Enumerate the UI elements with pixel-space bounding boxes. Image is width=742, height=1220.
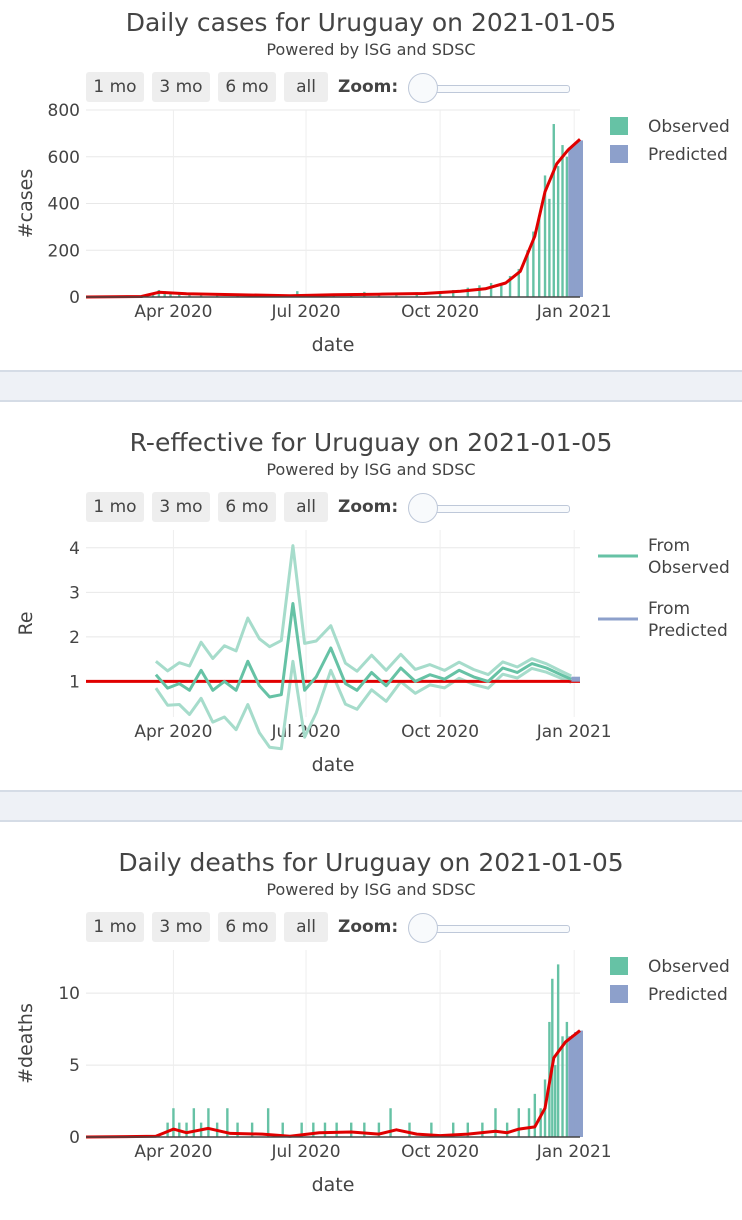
legend-label: From Predicted: [648, 599, 728, 641]
legend-swatch: [610, 985, 628, 1003]
legend-swatch: [610, 117, 628, 135]
observed-bar: [548, 199, 550, 297]
x-axis-title: date: [312, 1174, 355, 1196]
x-tick-label: Apr 2020: [134, 302, 212, 322]
y-tick-label: 2: [69, 628, 80, 648]
cases-chart: 0 200 400 600 800 Apr 2020 Jul 2020 Oct 2020 Jan…: [0, 0, 742, 380]
observed-bar: [481, 1123, 483, 1137]
y-axis-title: #deaths: [15, 1003, 37, 1084]
y-axis-title: #cases: [15, 169, 37, 239]
observed-bar: [561, 145, 563, 297]
y-tick-label: 1: [69, 672, 80, 692]
y-tick-label: 200: [48, 241, 80, 261]
observed-bar: [518, 1108, 520, 1137]
x-tick-label: Apr 2020: [134, 1142, 212, 1162]
trend-line: [86, 139, 580, 297]
x-tick-label: Oct 2020: [401, 1142, 479, 1162]
y-tick-label: 5: [69, 1056, 80, 1076]
observed-bar: [324, 1123, 326, 1137]
x-tick-label: Jan 2021: [536, 722, 612, 742]
legend-label: From Observed: [648, 536, 730, 578]
confidence-band-line: [156, 661, 571, 749]
legend-label: Predicted: [648, 145, 728, 165]
observed-bar: [553, 124, 555, 297]
x-tick-label: Oct 2020: [401, 302, 479, 322]
confidence-band-line: [156, 546, 571, 676]
observed-bar: [363, 1123, 365, 1137]
observed-bar: [528, 1108, 530, 1137]
y-tick-label: 4: [69, 539, 80, 559]
observed-bar: [335, 1123, 337, 1137]
y-tick-label: 400: [48, 195, 80, 215]
observed-bar: [207, 1108, 209, 1137]
cases-panel: Daily cases for Uruguay on 2021-01-05 Po…: [0, 0, 742, 380]
x-axis-title: date: [312, 334, 355, 356]
observed-bar: [478, 285, 480, 297]
observed-bar: [538, 215, 540, 297]
y-tick-label: 3: [69, 583, 80, 603]
observed-bar: [490, 283, 492, 297]
observed-bar: [185, 1123, 187, 1137]
observed-bar: [172, 1108, 174, 1137]
y-tick-label: 600: [48, 148, 80, 168]
observed-bar: [561, 1036, 563, 1137]
y-tick-label: 10: [58, 984, 80, 1004]
x-tick-label: Jul 2020: [270, 1142, 340, 1162]
observed-bar: [408, 1123, 410, 1137]
observed-bar: [557, 166, 559, 297]
observed-bar: [506, 1123, 508, 1137]
observed-bar: [500, 284, 502, 297]
legend-label: Observed: [648, 957, 730, 977]
series-line: [156, 604, 571, 698]
reff-panel: R-effective for Uruguay on 2021-01-05 Po…: [0, 420, 742, 800]
observed-bar: [534, 1094, 536, 1137]
legend-label: Observed: [648, 117, 730, 137]
observed-bar: [554, 1065, 556, 1137]
legend-swatch: [610, 957, 628, 975]
y-tick-label: 0: [69, 1128, 80, 1148]
y-axis-title: Re: [15, 611, 37, 635]
x-tick-label: Jan 2021: [536, 302, 612, 322]
observed-bar: [566, 157, 568, 297]
x-tick-label: Apr 2020: [134, 722, 212, 742]
panel-divider: [0, 790, 742, 822]
x-tick-label: Jan 2021: [536, 1142, 612, 1162]
trend-line: [86, 1031, 580, 1137]
reff-chart: 1234Apr 2020 Jul 2020 Oct 2020 Jan 2021date…: [0, 420, 742, 800]
legend-swatch: [610, 145, 628, 163]
deaths-panel: Daily deaths for Uruguay on 2021-01-05 P…: [0, 840, 742, 1220]
predicted-bar: [577, 140, 583, 297]
x-tick-label: Jul 2020: [270, 302, 340, 322]
x-tick-label: Oct 2020: [401, 722, 479, 742]
x-axis-title: date: [312, 754, 355, 776]
observed-bar: [267, 1108, 269, 1137]
panel-divider: [0, 370, 742, 402]
y-tick-label: 800: [48, 101, 80, 121]
y-tick-label: 0: [69, 288, 80, 308]
legend-label: Predicted: [648, 985, 728, 1005]
deaths-chart: 0 5 10 Apr 2020 Jul 2020 Oct 2020 Jan 2021 date…: [0, 840, 742, 1220]
predicted-bar: [577, 1031, 583, 1137]
observed-bar: [350, 1123, 352, 1137]
